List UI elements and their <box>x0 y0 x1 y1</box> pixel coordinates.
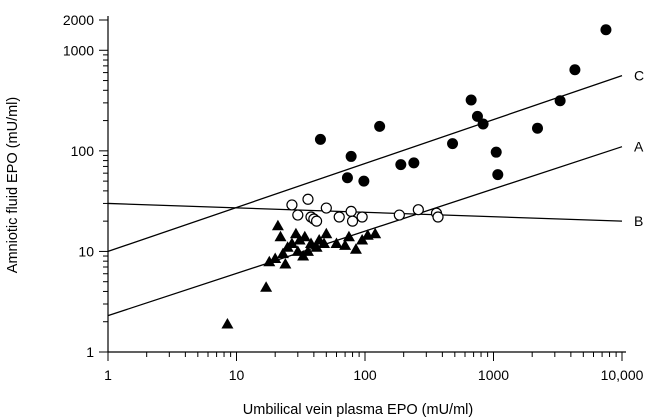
triangle-point <box>369 227 382 239</box>
data-points <box>221 24 612 329</box>
open-circle-point <box>393 209 405 221</box>
open-circle-point <box>310 215 323 227</box>
triangle-point <box>269 252 282 264</box>
open-circle-point <box>346 215 359 227</box>
line-label-c: C <box>634 68 644 84</box>
triangle-point <box>221 317 234 329</box>
filled-circle-point <box>554 95 566 107</box>
triangle-point <box>291 245 304 256</box>
y-tick-label: 1 <box>86 344 94 360</box>
open-circle-point <box>356 211 368 223</box>
y-tick-label: 2000 <box>63 12 94 28</box>
y-tick-label: 10 <box>78 243 94 259</box>
triangle-point <box>330 237 343 248</box>
filled-circle-point <box>465 94 477 106</box>
filled-circle-point <box>532 122 544 134</box>
line-label-a: A <box>634 139 644 155</box>
triangle-point <box>305 237 318 248</box>
triangle-point <box>276 247 289 259</box>
open-circle-point <box>302 193 314 205</box>
x-tick-label: 10,000 <box>601 367 644 383</box>
x-axis-ticks: 1 10 100 1000 10,000 <box>104 352 644 383</box>
triangle-point <box>274 230 287 242</box>
open-circle-point <box>432 211 444 223</box>
open-circle-point <box>333 211 345 223</box>
filled-circle-point <box>341 172 353 184</box>
triangle-point <box>260 281 273 292</box>
x-tick-label: 10 <box>229 367 245 383</box>
regression-line-c <box>107 74 623 253</box>
filled-circle-point <box>358 175 370 187</box>
filled-circle-point <box>569 64 581 76</box>
x-axis-title: Umbilical vein plasma EPO (mU/ml) <box>243 402 473 418</box>
filled-circle-point <box>471 110 483 122</box>
triangle-point <box>293 233 306 245</box>
y-axis-title: Amniotic fluid EPO (mU/ml) <box>5 97 21 273</box>
open-circle-point <box>292 209 304 221</box>
open-circle-point <box>320 202 332 214</box>
triangle-point <box>285 237 298 248</box>
x-tick-label: 1000 <box>478 367 509 383</box>
triangle-point <box>271 219 284 231</box>
y-axis-ticks: 1 10 100 1000 2000 <box>63 12 108 360</box>
filled-circle-point <box>345 150 357 162</box>
triangle-point <box>279 257 292 269</box>
filled-circle-point <box>492 169 504 181</box>
triangle-point <box>349 243 362 254</box>
triangle-point <box>263 255 276 267</box>
regression-line-a <box>107 146 623 317</box>
triangle-point <box>339 239 352 250</box>
filled-circle-point <box>600 24 612 36</box>
open-circle-point <box>345 205 357 218</box>
line-label-b: B <box>634 213 643 229</box>
x-tick-label: 100 <box>353 367 377 383</box>
filled-circle-point <box>477 118 489 130</box>
y-tick-label: 1000 <box>63 42 94 58</box>
triangle-point <box>298 230 311 242</box>
open-circle-point <box>286 199 298 211</box>
filled-circle-point <box>395 159 407 171</box>
filled-circle-point <box>374 120 386 132</box>
filled-circle-point <box>447 138 459 150</box>
filled-circle-point <box>408 157 420 169</box>
y-tick-label: 100 <box>71 143 95 159</box>
open-circle-point <box>412 204 424 216</box>
triangle-point <box>318 237 331 248</box>
triangle-point <box>342 230 355 242</box>
filled-circle-point <box>314 133 326 145</box>
triangle-point <box>310 241 323 252</box>
x-tick-label: 1 <box>104 367 112 383</box>
triangle-point <box>301 245 314 256</box>
triangle-point <box>320 227 333 239</box>
filled-circle-point <box>490 146 502 158</box>
